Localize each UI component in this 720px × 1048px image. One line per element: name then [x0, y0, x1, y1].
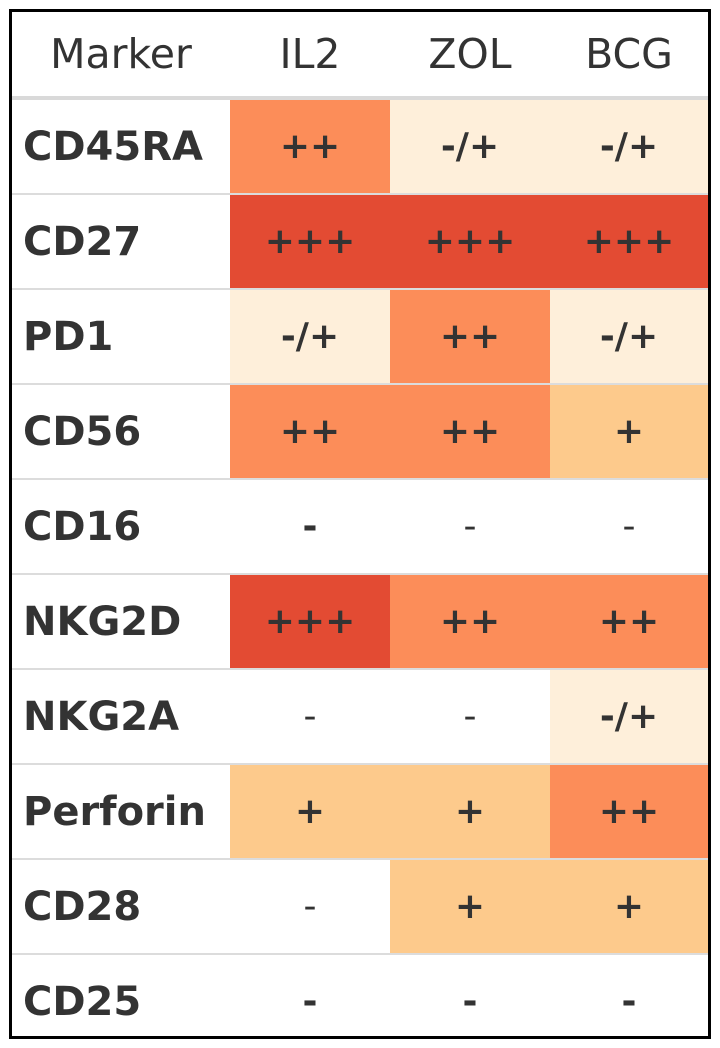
cell-nkg2a-zol: - — [390, 668, 550, 764]
column-header-bcg: BCG — [550, 12, 708, 100]
table-row: CD45RA ++ -/+ -/+ — [12, 98, 708, 194]
cell-nkg2d-zol: ++ — [390, 573, 550, 669]
cell-cd28-il2: - — [230, 858, 390, 954]
cell-cd27-il2: +++ — [230, 193, 390, 289]
marker-expression-table: Marker IL2 ZOL BCG CD45RA ++ -/+ -/+ CD27 +++… — [12, 12, 708, 1036]
row-label-cd45ra: CD45RA — [23, 123, 203, 170]
cell-nkg2d-il2: +++ — [230, 573, 390, 669]
table-row: NKG2D +++ ++ ++ — [12, 573, 708, 669]
cell-pd1-zol: ++ — [390, 288, 550, 384]
cell-perforin-bcg: ++ — [550, 763, 708, 859]
row-label-nkg2d: NKG2D — [12, 573, 230, 669]
column-header-il2: IL2 — [230, 12, 390, 100]
cell-cd45ra-il2: ++ — [230, 98, 390, 194]
table-row: CD27 +++ +++ +++ — [12, 193, 708, 289]
cell-cd25-zol: - — [390, 953, 550, 1036]
column-header-zol: ZOL — [390, 12, 550, 100]
cell-cd56-bcg: + — [550, 383, 708, 479]
cell-cd28-bcg: + — [550, 858, 708, 954]
row-label-cd28: CD28 — [12, 858, 230, 954]
cell-pd1-bcg: -/+ — [550, 288, 708, 384]
table-row: Perforin + + ++ — [12, 763, 708, 859]
table-row: PD1 -/+ ++ -/+ — [12, 288, 708, 384]
table-row: NKG2A - - -/+ — [12, 668, 708, 764]
row-label-pd1: PD1 — [12, 288, 230, 384]
cell-cd28-zol: + — [390, 858, 550, 954]
column-header-marker: Marker — [12, 12, 230, 100]
row-label-perforin: Perforin — [12, 763, 230, 859]
table-body: CD45RA ++ -/+ -/+ CD27 +++ +++ +++ PD1 -/+ ++ -/+ CD… — [12, 98, 708, 1036]
table-row: CD16- - - — [12, 478, 708, 574]
row-label-cd16: CD16 — [12, 478, 230, 574]
cell-cd16-zol: - — [390, 478, 550, 574]
table-row: CD28- + + — [12, 858, 708, 954]
cell-nkg2a-bcg: -/+ — [550, 668, 708, 764]
marker-expression-table-frame: Marker IL2 ZOL BCG CD45RA ++ -/+ -/+ CD27 +++… — [9, 9, 711, 1039]
row-label-cd25: CD25 — [12, 953, 230, 1036]
row-label-cd56: CD56 — [12, 383, 230, 479]
cell-cd16-il2: - — [230, 478, 390, 574]
cell-cd45ra-zol: -/+ — [390, 98, 550, 194]
header-row: Marker IL2 ZOL BCG — [12, 12, 708, 100]
cell-nkg2a-il2: - — [230, 668, 390, 764]
cell-cd16-bcg: - — [550, 478, 708, 574]
cell-perforin-zol: + — [390, 763, 550, 859]
cell-cd56-zol: ++ — [390, 383, 550, 479]
cell-cd25-il2: - — [230, 953, 390, 1036]
cell-perforin-il2: + — [230, 763, 390, 859]
table-row: CD25- - - — [12, 953, 708, 1036]
cell-nkg2d-bcg: ++ — [550, 573, 708, 669]
cell-cd27-zol: +++ — [390, 193, 550, 289]
cell-cd27-bcg: +++ — [550, 193, 708, 289]
row-label-cd27: CD27 — [12, 193, 230, 289]
table-row: CD56 ++ ++ + — [12, 383, 708, 479]
cell-cd25-bcg: - — [550, 953, 708, 1036]
row-label-nkg2a: NKG2A — [12, 668, 230, 764]
cell-cd56-il2: ++ — [230, 383, 390, 479]
cell-cd45ra-bcg: -/+ — [550, 98, 708, 194]
cell-pd1-il2: -/+ — [230, 288, 390, 384]
